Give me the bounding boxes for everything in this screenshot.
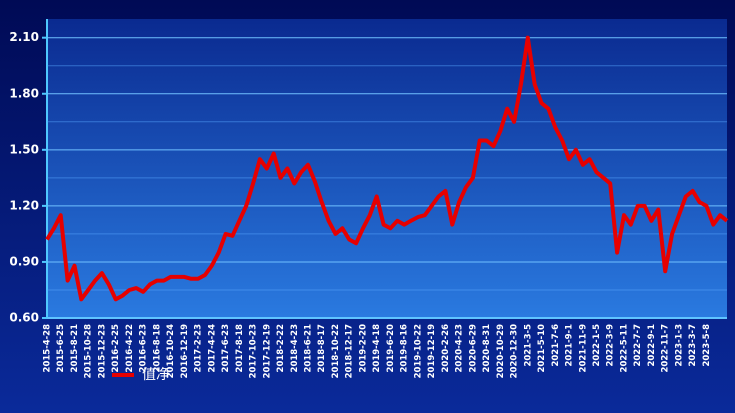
y-tick-label: 2.10	[9, 30, 39, 44]
x-tick-label: 2017-6-23	[221, 324, 231, 373]
x-tick-label: 2017-12-19	[262, 324, 272, 378]
x-tick-label: 2015-10-28	[84, 324, 94, 378]
x-tick-label: 2023-5-8	[702, 324, 712, 367]
x-tick-label: 2022-5-11	[619, 324, 629, 373]
series-line	[45, 35, 729, 302]
legend-label: 值净	[142, 367, 170, 383]
y-tick-label: 0.90	[9, 254, 39, 268]
x-tick-label: 2020-12-30	[510, 324, 520, 378]
x-tick-label: 2018-12-17	[345, 324, 355, 378]
plot-area	[47, 19, 727, 318]
x-tick-label: 2016-4-22	[125, 324, 135, 373]
x-tick-label: 2021-3-5	[523, 324, 533, 367]
y-tick-label: 1.50	[9, 142, 39, 156]
x-tick-label: 2020-10-29	[496, 324, 506, 378]
x-tick-label: 2020-8-31	[482, 324, 492, 373]
x-tick-label: 2020-6-29	[468, 324, 478, 373]
x-tick-label: 2016-2-25	[111, 324, 121, 373]
x-tick-label: 2022-3-9	[606, 324, 616, 367]
x-tick-label: 2020-4-23	[455, 324, 465, 373]
x-tick-label: 2019-8-16	[400, 324, 410, 373]
y-tick-label: 0.60	[9, 311, 39, 325]
x-tick-label: 2016-10-24	[166, 324, 176, 378]
x-tick-label: 2019-10-22	[413, 324, 423, 378]
y-tick-label: 1.80	[9, 86, 39, 100]
x-tick-label: 2018-6-21	[304, 324, 314, 373]
x-tick-label: 2021-5-10	[537, 324, 547, 373]
x-tick-label: 2023-3-7	[688, 324, 698, 367]
x-tick-label: 2017-2-23	[194, 324, 204, 373]
x-tick-label: 2016-8-18	[152, 324, 162, 373]
x-tick-label: 2015-12-23	[97, 324, 107, 378]
x-tick-label: 2018-8-17	[317, 324, 327, 373]
x-tick-label: 2023-1-3	[674, 324, 684, 367]
x-tick-label: 2022-9-1	[647, 324, 657, 367]
x-tick-label: 2016-6-23	[139, 324, 149, 373]
x-tick-label: 2018-10-22	[331, 324, 341, 378]
x-tick-label: 2015-8-21	[70, 324, 80, 373]
y-tick-label: 1.20	[9, 198, 39, 212]
x-tick-label: 2022-11-7	[661, 324, 671, 373]
x-tick-label: 2021-9-1	[565, 324, 575, 367]
x-tick-label: 2019-4-18	[372, 324, 382, 373]
x-tick-label: 2017-8-18	[235, 324, 245, 373]
x-tick-label: 2015-4-28	[43, 324, 53, 373]
x-tick-label: 2015-6-25	[56, 324, 66, 373]
x-tick-label: 2019-12-19	[427, 324, 437, 378]
x-tick-label: 2019-6-20	[386, 324, 396, 373]
x-tick-label: 2022-7-7	[633, 324, 643, 367]
x-tick-label: 2022-1-5	[592, 324, 602, 367]
x-tick-label: 2016-12-19	[180, 324, 190, 378]
x-tick-label: 2021-11-9	[578, 324, 588, 373]
x-tick-label: 2020-2-26	[441, 324, 451, 373]
x-tick-label: 2019-2-20	[358, 324, 368, 373]
x-tick-label: 2018-2-22	[276, 324, 286, 373]
x-tick-label: 2021-7-6	[551, 324, 561, 367]
x-tick-label: 2017-4-24	[207, 324, 217, 373]
x-tick-label: 2017-10-23	[249, 324, 259, 378]
x-tick-label: 2018-4-23	[290, 324, 300, 373]
